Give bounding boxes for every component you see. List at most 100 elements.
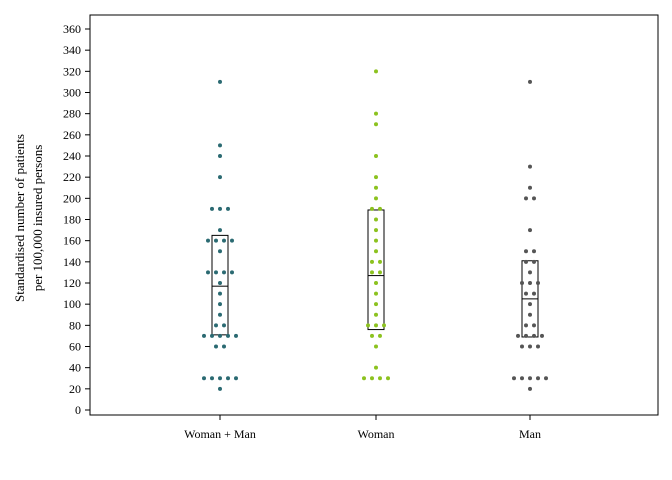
data-point — [226, 376, 230, 381]
y-axis-label-line2: per 100,000 insured persons — [30, 145, 45, 292]
data-point — [370, 376, 374, 381]
data-point — [536, 344, 540, 349]
data-point — [214, 323, 218, 328]
data-point — [222, 270, 226, 275]
data-point — [218, 175, 222, 180]
data-point — [374, 365, 378, 370]
data-point — [210, 206, 214, 211]
data-point — [226, 206, 230, 211]
data-point — [532, 249, 536, 254]
data-point — [512, 376, 516, 381]
data-point — [374, 323, 378, 328]
data-point — [536, 281, 540, 285]
data-point — [536, 376, 540, 381]
data-point — [386, 376, 390, 381]
data-point — [226, 333, 230, 338]
data-point — [540, 333, 544, 338]
y-tick-label: 20 — [69, 382, 81, 396]
y-axis-label-line1: Standardised number of patients — [12, 134, 27, 302]
y-tick-label: 100 — [63, 297, 81, 311]
data-point — [210, 333, 214, 338]
data-point — [202, 333, 206, 338]
data-point — [366, 323, 370, 328]
data-point — [374, 122, 378, 127]
plot-frame — [89, 14, 659, 416]
data-point — [206, 238, 210, 243]
data-point — [520, 376, 524, 381]
y-tick-label: 40 — [69, 361, 81, 375]
data-point — [222, 323, 226, 328]
data-point — [516, 333, 520, 338]
y-tick-label: 340 — [63, 43, 81, 57]
data-point — [218, 79, 222, 84]
data-point — [524, 196, 528, 201]
data-point — [370, 206, 374, 211]
data-point — [374, 154, 378, 158]
data-point — [214, 344, 218, 349]
data-point — [528, 270, 532, 275]
data-point — [230, 238, 234, 243]
y-tick-label: 60 — [69, 340, 81, 354]
data-point — [528, 302, 532, 307]
data-point — [218, 386, 222, 391]
chart-marks — [202, 69, 548, 391]
data-point — [202, 376, 206, 381]
data-point — [374, 312, 378, 317]
data-point — [218, 249, 222, 254]
data-point — [528, 228, 532, 233]
data-point — [218, 154, 222, 158]
data-point — [370, 259, 374, 264]
data-point — [374, 238, 378, 243]
data-point — [370, 270, 374, 275]
data-point — [378, 270, 382, 275]
x-axis: Woman + Man Woman Man — [184, 415, 541, 441]
data-point — [218, 312, 222, 317]
data-point — [374, 291, 378, 296]
data-point — [524, 259, 528, 264]
data-point — [374, 69, 378, 74]
data-point — [214, 270, 218, 275]
x-category-label: Woman + Man — [184, 427, 256, 441]
data-point — [374, 185, 378, 190]
data-point — [230, 270, 234, 275]
y-tick-label: 180 — [63, 213, 81, 227]
y-tick-label: 280 — [63, 107, 81, 121]
data-point — [528, 79, 532, 84]
y-tick-label: 240 — [63, 149, 81, 163]
data-point — [378, 259, 382, 264]
data-point — [234, 333, 238, 338]
box-iqr — [367, 209, 385, 331]
data-point — [378, 333, 382, 338]
data-point — [374, 217, 378, 222]
y-tick-label: 320 — [63, 64, 81, 78]
data-point — [520, 344, 524, 349]
data-point — [378, 376, 382, 381]
data-point — [370, 333, 374, 338]
data-point — [532, 333, 536, 338]
data-point — [218, 143, 222, 148]
data-point — [374, 249, 378, 254]
y-tick-label: 120 — [63, 276, 81, 290]
y-tick-label: 160 — [63, 234, 81, 248]
data-point — [218, 228, 222, 233]
data-point — [218, 206, 222, 211]
data-point — [374, 228, 378, 233]
data-point — [520, 281, 524, 285]
data-point — [532, 196, 536, 201]
data-point — [218, 281, 222, 285]
data-point — [218, 333, 222, 338]
data-point — [532, 259, 536, 264]
data-point — [528, 312, 532, 317]
data-point — [528, 386, 532, 391]
y-tick-label: 220 — [63, 170, 81, 184]
data-point — [214, 238, 218, 243]
data-point — [218, 302, 222, 307]
y-tick-label: 140 — [63, 255, 81, 269]
data-point — [524, 249, 528, 254]
y-tick-label: 80 — [69, 318, 81, 332]
data-point — [218, 376, 222, 381]
y-tick-label: 260 — [63, 128, 81, 142]
x-category-label: Man — [519, 427, 541, 441]
data-point — [524, 291, 528, 296]
